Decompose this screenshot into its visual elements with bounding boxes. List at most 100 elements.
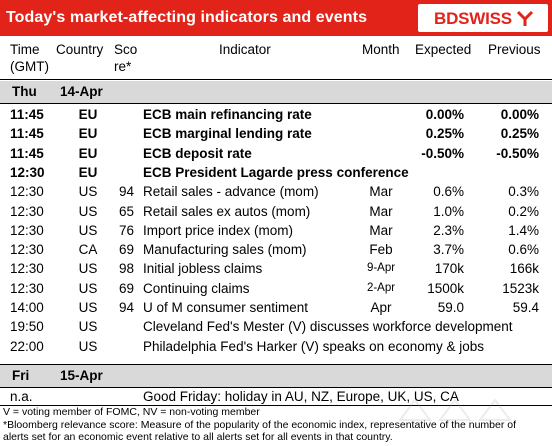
bdswiss-logo: BDSWISS bbox=[418, 4, 548, 32]
cell-expected: 59.0 bbox=[437, 300, 464, 315]
cell-indicator: ECB President Lagarde press conference bbox=[143, 164, 409, 180]
cell-expected: 0.00% bbox=[425, 107, 464, 122]
cell-month: Feb bbox=[369, 242, 393, 258]
cell-country: US bbox=[78, 203, 98, 219]
cell-month: 2-Apr bbox=[366, 281, 396, 294]
cell-previous: 1.4% bbox=[508, 222, 539, 238]
cell-time: 12:30 bbox=[10, 222, 44, 238]
cell-month: Mar bbox=[369, 184, 393, 200]
cell-score: 76 bbox=[118, 222, 134, 238]
cell-previous: 0.2% bbox=[508, 203, 539, 219]
col-previous: Previous bbox=[488, 42, 541, 57]
footnote-voting: V = voting member of FOMC, NV = non-voti… bbox=[3, 406, 260, 418]
cell-country: EU bbox=[78, 164, 98, 180]
cell-expected: 1500k bbox=[427, 280, 464, 296]
cell-indicator: ECB deposit rate bbox=[143, 145, 252, 161]
cell-expected: -0.50% bbox=[421, 145, 464, 161]
cell-time: 12:30 bbox=[10, 203, 44, 219]
cell-time: 19:50 bbox=[10, 319, 44, 335]
col-expected: Expected bbox=[415, 42, 472, 57]
cell-country: EU bbox=[78, 145, 98, 161]
cell-indicator: Retail sales ex autos (mom) bbox=[143, 203, 311, 219]
cell-expected: 0.25% bbox=[425, 126, 464, 142]
cell-country: EU bbox=[78, 107, 98, 122]
cell-month: Mar bbox=[369, 222, 393, 238]
cell-time: 12:30 bbox=[10, 280, 44, 296]
cell-previous: 59.4 bbox=[512, 300, 539, 315]
cell-score: 65 bbox=[118, 203, 134, 219]
cell-expected: 2.3% bbox=[433, 222, 464, 238]
table-row: 12:30 US 94 Retail sales - advance (mom) Mar… bbox=[0, 182, 552, 201]
footnote-score-cont: alerts set for an economic event relativ… bbox=[3, 431, 393, 443]
cell-indicator: Good Friday: holiday in AU, NZ, Europe, … bbox=[143, 389, 459, 404]
title-bar: Today's market-affecting indicators and … bbox=[0, 0, 552, 36]
cell-time: 12:30 bbox=[10, 164, 45, 180]
divider bbox=[0, 405, 552, 406]
cell-expected: 170k bbox=[434, 261, 464, 277]
logo-text: BDSWISS bbox=[434, 9, 512, 28]
cell-time: 12:30 bbox=[10, 242, 44, 258]
table-row: 12:30 EU ECB President Lagarde press confe… bbox=[0, 163, 552, 182]
cell-country: EU bbox=[78, 126, 98, 142]
cell-indicator: Retail sales - advance (mom) bbox=[143, 184, 319, 200]
day-date: 14-Apr bbox=[60, 84, 103, 99]
cell-score: 69 bbox=[118, 280, 134, 296]
cell-expected: 1.0% bbox=[433, 203, 464, 219]
cell-time: 11:45 bbox=[10, 145, 44, 161]
cell-previous: 0.6% bbox=[508, 242, 539, 258]
col-indicator: Indicator bbox=[219, 42, 271, 57]
cell-score: 94 bbox=[118, 184, 134, 200]
table-row: 12:30 US 69 Continuing claims 2-Apr 1500k 1523… bbox=[0, 279, 552, 298]
cell-month: 9-Apr bbox=[366, 262, 396, 275]
footnote-score: *Bloomberg relevance score: Measure of t… bbox=[3, 419, 517, 431]
cell-time: 14:00 bbox=[10, 300, 44, 315]
cell-previous: 0.00% bbox=[500, 107, 539, 122]
cell-country: US bbox=[78, 319, 98, 335]
cell-indicator: Import price index (mom) bbox=[143, 222, 294, 238]
table-row: 22:00 US Philadelphia Fed's Harker (V) spe… bbox=[0, 337, 552, 356]
cell-country: US bbox=[78, 261, 98, 277]
table-row: 11:45 EU ECB main refinancing rate 0.00% 0.0… bbox=[0, 105, 552, 124]
cell-indicator: Initial jobless claims bbox=[143, 261, 263, 277]
divider bbox=[0, 364, 552, 365]
day-name: Thu bbox=[12, 84, 37, 99]
divider bbox=[0, 103, 552, 104]
day-date: 15-Apr bbox=[60, 368, 103, 383]
table-row: 11:45 EU ECB marginal lending rate 0.25% 0.2… bbox=[0, 124, 552, 143]
day-name: Fri bbox=[12, 368, 30, 383]
table-row: 11:45 EU ECB deposit rate -0.50% -0.50% bbox=[0, 144, 552, 163]
cell-month: Mar bbox=[369, 203, 393, 219]
cell-previous: 0.3% bbox=[508, 184, 539, 200]
cell-expected: 0.6% bbox=[433, 184, 464, 200]
cell-country: US bbox=[78, 338, 98, 354]
cell-time: 11:45 bbox=[10, 126, 44, 142]
table-row: 19:50 US Cleveland Fed's Mester (V) discus… bbox=[0, 317, 552, 336]
cell-month: Apr bbox=[370, 300, 392, 315]
cell-country: CA bbox=[78, 242, 98, 258]
cell-indicator: U of M consumer sentiment bbox=[143, 300, 309, 315]
cell-indicator: Philadelphia Fed's Harker (V) speaks on … bbox=[143, 338, 484, 354]
cell-time: 12:30 bbox=[10, 261, 44, 277]
cell-previous: -0.50% bbox=[496, 145, 539, 161]
cell-previous: 0.25% bbox=[500, 126, 539, 142]
cell-country: US bbox=[78, 222, 98, 238]
cell-indicator: Manufacturing sales (mom) bbox=[143, 242, 307, 258]
cell-country: US bbox=[78, 184, 98, 200]
col-country: Country bbox=[56, 42, 104, 57]
col-score: Sco re* bbox=[114, 42, 138, 74]
cell-expected: 3.7% bbox=[433, 242, 464, 258]
col-month: Month bbox=[362, 42, 400, 57]
logo-cross-icon bbox=[516, 10, 534, 26]
table-row: n.a. Good Friday: holiday in AU, NZ, Euro… bbox=[0, 387, 552, 406]
watermark-logo bbox=[398, 398, 512, 421]
cell-previous: 166k bbox=[509, 261, 539, 277]
table-row: 12:30 US 98 Initial jobless claims 9-Apr 170k… bbox=[0, 259, 552, 278]
table-row: 14:00 US 94 U of M consumer sentiment Apr 59.… bbox=[0, 298, 552, 317]
cell-indicator: ECB marginal lending rate bbox=[143, 126, 312, 142]
table-row: 12:30 CA 69 Manufacturing sales (mom) Feb 3.7… bbox=[0, 240, 552, 259]
day-header-fri: Fri 15-Apr bbox=[0, 365, 552, 387]
cell-score: 98 bbox=[118, 261, 134, 277]
day-header-thu: Thu 14-Apr bbox=[0, 81, 552, 103]
cell-indicator: Cleveland Fed's Mester (V) discusses wor… bbox=[143, 319, 513, 335]
